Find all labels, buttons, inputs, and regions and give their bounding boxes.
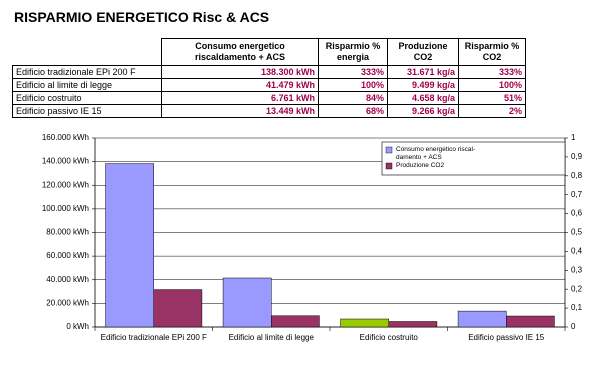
bar — [506, 315, 555, 328]
cell: 13.449 kWh — [161, 104, 319, 118]
x-tick-label-box: Edificio tradizionale EPi 200 F — [100, 333, 207, 342]
bar — [388, 321, 438, 328]
legend-label: Consumo energetico riscal-damento + ACS — [396, 146, 476, 161]
y2-tick-label: 1 — [571, 133, 576, 142]
y-tick-label: 40.000 kWh — [46, 275, 89, 284]
y-tick-label: 80.000 kWh — [46, 228, 89, 237]
title: RISPARMIO ENERGETICO Risc & ACS — [14, 9, 270, 25]
y-tick-label: 140.000 kWh — [42, 157, 89, 166]
bar — [340, 318, 390, 328]
table-row: Edificio passivo IE 15 13.449 kWh 68% 9.266… — [12, 104, 526, 118]
cell: 2% — [458, 104, 526, 118]
y2-tick-label: 0,9 — [571, 152, 583, 161]
column-header: Risparmio % energia — [318, 38, 388, 66]
header-row: Consumo energetico riscaldamento + ACS R… — [12, 38, 526, 66]
x-tick-label: Edificio tradizionale EPi 200 F — [100, 333, 207, 342]
column-header: Produzione CO2 — [387, 38, 459, 66]
table-row: Edificio costruito 6.761 kWh 84% 4.658 kg/a… — [12, 91, 526, 105]
column-header: Risparmio % CO2 — [458, 38, 526, 66]
y-tick-label: 60.000 kWh — [46, 251, 89, 260]
bar — [271, 315, 320, 328]
y2-tick-label: 0,2 — [571, 284, 583, 293]
x-tick-label: Edificio al limite di legge — [228, 333, 314, 342]
legend — [381, 141, 566, 176]
y2-tick-label: 0,3 — [571, 265, 583, 274]
table-row: Edificio tradizionale EPi 200 F 138.300 k… — [12, 65, 526, 79]
cell: 9.266 kg/a — [387, 104, 459, 118]
column-header: Consumo energetico riscaldamento + ACS — [161, 38, 319, 66]
y-tick-label: 120.000 kWh — [42, 180, 89, 189]
bar — [153, 289, 203, 328]
bar — [457, 310, 507, 328]
y-tick-label: 20.000 kWh — [46, 298, 89, 307]
cell: 68% — [318, 104, 388, 118]
y2-tick-label: 0,5 — [571, 228, 583, 237]
y2-tick-label: 0,4 — [571, 247, 583, 256]
legend-label-box: Consumo energetico riscal-damento + ACS — [396, 146, 476, 161]
x-tick-label-box: Edificio passivo IE 15 — [468, 333, 545, 342]
y2-tick-label: 0,1 — [571, 303, 583, 312]
y2-tick-label: 0,7 — [571, 190, 583, 199]
data-table: Consumo energetico riscaldamento + ACS R… — [12, 38, 526, 118]
x-tick-label-box: Edificio costruito — [359, 333, 418, 342]
bar — [105, 163, 154, 328]
legend-label: Produzione CO2 — [396, 162, 445, 169]
x-tick-label: Edificio passivo IE 15 — [468, 333, 545, 342]
bar — [222, 277, 272, 328]
y-tick-label: 160.000 kWh — [42, 133, 89, 142]
y2-tick-label: 0,6 — [571, 209, 583, 218]
y-tick-label: 100.000 kWh — [42, 204, 89, 213]
legend-swatch — [385, 162, 393, 170]
y2-tick-label: 0,8 — [571, 171, 583, 180]
legend-swatch — [385, 146, 393, 154]
x-tick-label-box: Edificio al limite di legge — [228, 333, 314, 342]
y2-tick-label: 0 — [571, 322, 576, 331]
y-tick-label: 0 kWh — [66, 322, 89, 331]
legend-label-box: Produzione CO2 — [396, 162, 445, 169]
x-tick-label: Edificio costruito — [359, 333, 418, 342]
